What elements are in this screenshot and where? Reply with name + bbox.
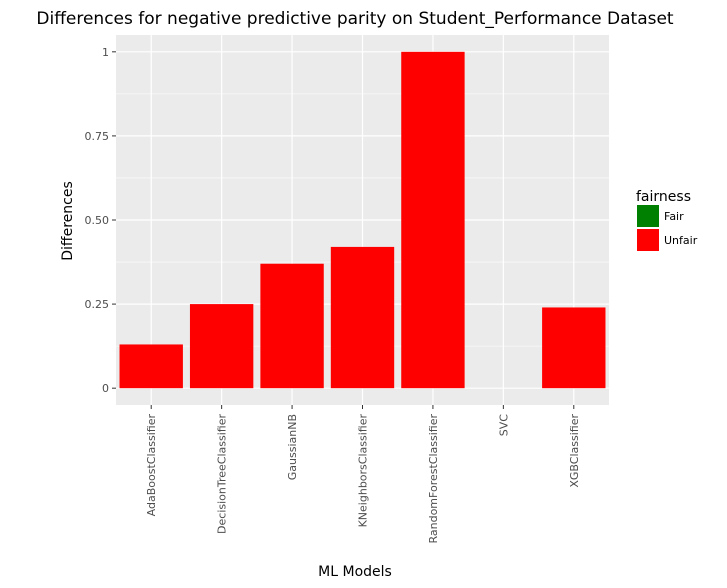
chart-title: Differences for negative predictive pari… xyxy=(36,9,674,29)
legend-label: Unfair xyxy=(664,234,698,247)
x-tick-label: KNeighborsClassifier xyxy=(357,414,370,528)
x-axis-title: ML Models xyxy=(318,564,392,580)
x-axis: AdaBoostClassifier DecisionTreeClassifier… xyxy=(145,405,581,544)
x-tick-label: XGBClassifier xyxy=(568,414,581,488)
bar xyxy=(542,307,606,389)
bar xyxy=(260,263,324,389)
x-tick-label: SVC xyxy=(497,414,510,437)
y-tick-label: 1 xyxy=(102,46,109,59)
bar xyxy=(119,344,183,389)
x-tick-label: RandomForestClassifier xyxy=(427,414,440,544)
y-tick-label: 0 xyxy=(102,382,109,395)
bar xyxy=(330,246,395,389)
x-tick-label: AdaBoostClassifier xyxy=(145,414,158,517)
x-tick-label: DecisionTreeClassifier xyxy=(216,414,229,534)
y-tick-label: 0.75 xyxy=(85,130,110,143)
legend: fairness Fair Unfair xyxy=(636,189,698,251)
bars xyxy=(119,51,606,389)
bar xyxy=(189,304,254,389)
y-tick-label: 0.50 xyxy=(85,214,110,227)
y-tick-label: 0.25 xyxy=(85,298,110,311)
y-axis: 0 0.25 0.50 0.75 1 xyxy=(85,46,116,395)
y-axis-title: Differences xyxy=(60,181,76,260)
legend-label: Fair xyxy=(664,210,684,223)
bar xyxy=(401,51,465,389)
x-tick-label: GaussianNB xyxy=(286,414,299,480)
legend-key xyxy=(637,205,659,227)
legend-title: fairness xyxy=(636,189,691,205)
legend-key xyxy=(637,229,659,251)
